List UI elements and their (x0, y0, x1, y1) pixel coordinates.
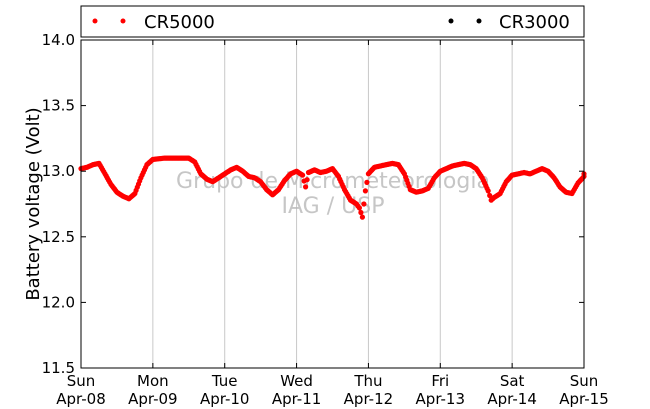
x-tick-day-label: Fri (431, 372, 449, 390)
y-tick-label: 12.0 (42, 293, 75, 311)
data-point (487, 192, 493, 199)
x-tick-date-label: Apr-14 (487, 390, 537, 408)
vertical-gridlines (152, 40, 513, 368)
legend-marker-cr5000-1 (92, 18, 98, 24)
x-tick-day-label: Sat (500, 372, 525, 390)
x-tick-date-label: Apr-10 (200, 390, 250, 408)
y-tick-label: 11.5 (42, 359, 75, 377)
x-tick-date-label: Apr-15 (559, 390, 609, 408)
data-point (364, 179, 370, 185)
watermark-line-2: IAG / USP (282, 194, 385, 219)
x-tick-day-label: Thu (353, 372, 382, 390)
data-point (356, 205, 362, 211)
x-tick-date-label: Apr-13 (416, 390, 466, 408)
y-tick-label: 13.0 (42, 162, 75, 180)
y-tick-label: 13.5 (42, 97, 75, 115)
legend-label-cr3000: CR3000 (499, 12, 570, 33)
x-tick-date-label: Apr-08 (56, 390, 106, 408)
series-points (78, 155, 587, 220)
x-tick-day-label: Tue (211, 372, 238, 390)
x-tick-date-label: Apr-11 (272, 390, 322, 408)
legend-box (80, 5, 585, 38)
x-tick-date-label: Apr-12 (344, 390, 394, 408)
x-tick-day-label: Wed (280, 372, 313, 390)
x-tick-day-label: Mon (137, 372, 169, 390)
series-cr5000 (78, 155, 587, 220)
legend: CR5000 CR3000 (80, 5, 585, 38)
data-point (361, 201, 367, 207)
axis-ticks: SunApr-08MonApr-09TueApr-10WedApr-11ThuA… (42, 31, 609, 408)
y-tick-label: 12.5 (42, 228, 75, 246)
y-axis-label: Battery voltage (Volt) (23, 107, 44, 300)
data-point (358, 209, 364, 216)
plot-frame (80, 39, 585, 369)
legend-label-cr5000: CR5000 (144, 12, 215, 33)
data-point (300, 172, 306, 178)
x-tick-day-label: Sun (570, 372, 599, 390)
data-point (362, 188, 368, 194)
legend-marker-cr3000-2 (476, 18, 482, 24)
legend-marker-cr5000-2 (120, 18, 126, 24)
y-tick-label: 14.0 (42, 31, 75, 49)
data-point (485, 188, 491, 194)
data-point (304, 177, 310, 183)
data-point (359, 214, 365, 220)
legend-marker-cr3000-1 (448, 18, 454, 24)
x-tick-date-label: Apr-09 (128, 390, 178, 408)
data-point (303, 184, 309, 190)
x-tick-day-label: Sun (67, 372, 96, 390)
